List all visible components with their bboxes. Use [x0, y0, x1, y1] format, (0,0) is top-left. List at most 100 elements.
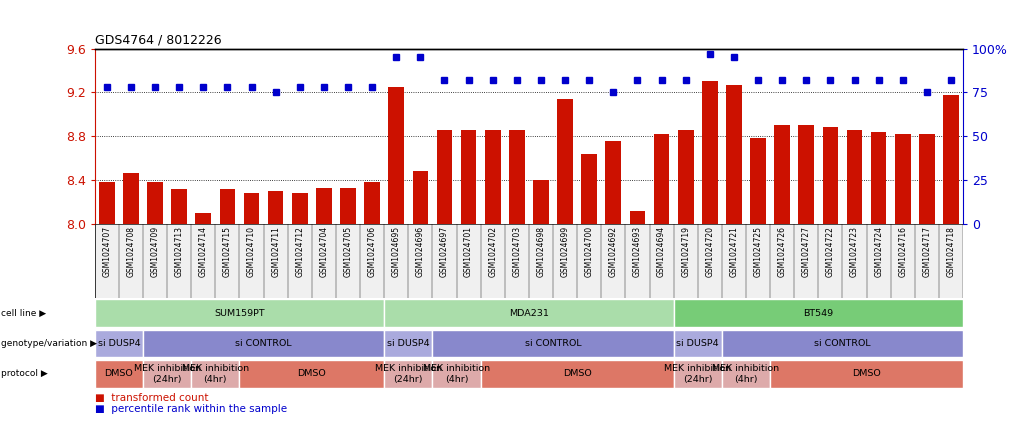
Text: protocol ▶: protocol ▶	[1, 369, 47, 379]
Bar	[340, 188, 355, 224]
Bar	[413, 171, 428, 224]
Bar	[143, 330, 384, 357]
Bar	[124, 173, 139, 224]
Text: MEK inhibition
(4hr): MEK inhibition (4hr)	[181, 364, 249, 384]
Bar	[674, 360, 722, 387]
Text: GSM1024708: GSM1024708	[127, 226, 135, 277]
Bar	[384, 299, 674, 327]
Bar	[750, 138, 766, 224]
Bar	[557, 99, 573, 224]
Bar	[895, 134, 911, 224]
Bar	[770, 360, 963, 387]
Bar	[388, 87, 404, 224]
Text: GSM1024710: GSM1024710	[247, 226, 256, 277]
Text: si DUSP4: si DUSP4	[387, 339, 430, 348]
Text: GSM1024698: GSM1024698	[537, 226, 546, 277]
Bar	[384, 360, 433, 387]
Bar	[433, 330, 674, 357]
Text: GSM1024695: GSM1024695	[391, 226, 401, 277]
Bar	[509, 129, 524, 224]
Bar	[437, 129, 452, 224]
Text: GSM1024701: GSM1024701	[465, 226, 473, 277]
Text: GSM1024692: GSM1024692	[609, 226, 618, 277]
Text: BT549: BT549	[803, 308, 833, 318]
Bar	[674, 299, 963, 327]
Text: GSM1024722: GSM1024722	[826, 226, 835, 277]
Text: DMSO: DMSO	[852, 369, 881, 379]
Text: GSM1024716: GSM1024716	[898, 226, 907, 277]
Text: GSM1024724: GSM1024724	[874, 226, 883, 277]
Text: GSM1024707: GSM1024707	[102, 226, 111, 277]
Bar	[674, 330, 722, 357]
Text: GSM1024727: GSM1024727	[801, 226, 811, 277]
Bar	[143, 360, 192, 387]
Text: SUM159PT: SUM159PT	[214, 308, 265, 318]
Text: MEK inhibition
(24hr): MEK inhibition (24hr)	[664, 364, 731, 384]
Bar	[726, 85, 742, 224]
Text: GSM1024711: GSM1024711	[271, 226, 280, 277]
Bar	[147, 182, 163, 224]
Bar	[870, 132, 887, 224]
Text: MEK inhibition
(24hr): MEK inhibition (24hr)	[134, 364, 201, 384]
Text: DMSO: DMSO	[298, 369, 327, 379]
Bar	[943, 95, 959, 224]
Bar	[606, 140, 621, 224]
Bar	[678, 129, 693, 224]
Bar	[196, 213, 211, 224]
Text: DMSO: DMSO	[562, 369, 591, 379]
Bar	[798, 125, 814, 224]
Bar	[919, 134, 934, 224]
Text: GSM1024700: GSM1024700	[585, 226, 593, 277]
Text: si DUSP4: si DUSP4	[98, 339, 140, 348]
Text: GSM1024703: GSM1024703	[512, 226, 521, 277]
Text: si CONTROL: si CONTROL	[235, 339, 291, 348]
Text: si CONTROL: si CONTROL	[524, 339, 581, 348]
Text: MEK inhibition
(4hr): MEK inhibition (4hr)	[423, 364, 490, 384]
Bar	[722, 330, 963, 357]
Bar	[268, 191, 283, 224]
Bar	[171, 189, 187, 224]
Bar	[384, 330, 433, 357]
Text: GSM1024705: GSM1024705	[344, 226, 352, 277]
Text: MEK inhibition
(4hr): MEK inhibition (4hr)	[713, 364, 780, 384]
Text: GSM1024713: GSM1024713	[175, 226, 183, 277]
Text: GSM1024712: GSM1024712	[296, 226, 304, 277]
Text: GSM1024704: GSM1024704	[319, 226, 329, 277]
Bar	[365, 182, 380, 224]
Bar	[99, 182, 114, 224]
Bar	[244, 193, 260, 224]
Text: GSM1024694: GSM1024694	[657, 226, 666, 277]
Text: GSM1024696: GSM1024696	[416, 226, 424, 277]
Bar	[95, 330, 143, 357]
Text: GSM1024709: GSM1024709	[150, 226, 160, 277]
Bar	[95, 360, 143, 387]
Bar	[239, 360, 384, 387]
Text: GSM1024725: GSM1024725	[754, 226, 762, 277]
Bar	[654, 134, 670, 224]
Bar	[460, 129, 477, 224]
Text: ■  percentile rank within the sample: ■ percentile rank within the sample	[95, 404, 287, 415]
Bar	[534, 180, 549, 224]
Text: GSM1024721: GSM1024721	[729, 226, 739, 277]
Bar	[629, 211, 645, 224]
Text: cell line ▶: cell line ▶	[1, 308, 46, 318]
Bar	[219, 189, 235, 224]
Text: GSM1024699: GSM1024699	[560, 226, 570, 277]
Text: GSM1024726: GSM1024726	[778, 226, 787, 277]
Text: MDA231: MDA231	[509, 308, 549, 318]
Bar	[291, 193, 308, 224]
Bar	[581, 154, 597, 224]
Bar	[95, 299, 384, 327]
Text: GSM1024702: GSM1024702	[488, 226, 497, 277]
Bar	[847, 129, 862, 224]
Text: GSM1024719: GSM1024719	[681, 226, 690, 277]
Text: MEK inhibition
(24hr): MEK inhibition (24hr)	[375, 364, 442, 384]
Bar	[775, 125, 790, 224]
Text: GSM1024715: GSM1024715	[222, 226, 232, 277]
Text: DMSO: DMSO	[104, 369, 133, 379]
Text: GSM1024714: GSM1024714	[199, 226, 208, 277]
Text: si CONTROL: si CONTROL	[814, 339, 870, 348]
Bar	[722, 360, 770, 387]
Text: GDS4764 / 8012226: GDS4764 / 8012226	[95, 33, 221, 47]
Text: GSM1024693: GSM1024693	[633, 226, 642, 277]
